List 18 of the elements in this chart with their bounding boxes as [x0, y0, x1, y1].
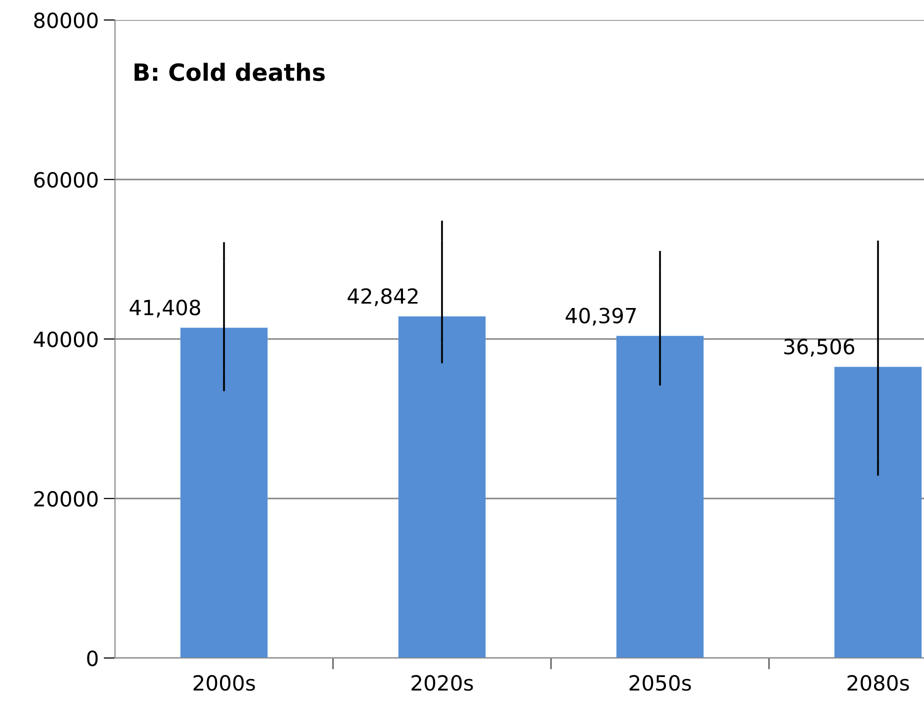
bar — [834, 366, 922, 658]
data-label: 36,506 — [784, 338, 854, 357]
y-tick-label: 0 — [87, 650, 98, 666]
bar — [398, 316, 486, 658]
x-tick-label: 2080s — [848, 675, 909, 691]
y-tick-label: 20000 — [34, 490, 98, 507]
bar — [616, 336, 704, 658]
x-tick-label: 2020s — [412, 675, 473, 691]
x-tick-label: 2000s — [194, 675, 255, 691]
data-label: 40,397 — [566, 308, 636, 326]
y-tick-label: 40000 — [34, 331, 98, 348]
bar — [180, 328, 268, 658]
y-tick-label: 80000 — [34, 12, 98, 28]
text: B: Cold deaths — [134, 62, 325, 82]
data-label: 41,408 — [130, 300, 200, 318]
x-tick-label: 2050s — [630, 675, 691, 691]
data-label: 42,842 — [348, 288, 418, 306]
y-tick-label: 60000 — [34, 172, 98, 188]
